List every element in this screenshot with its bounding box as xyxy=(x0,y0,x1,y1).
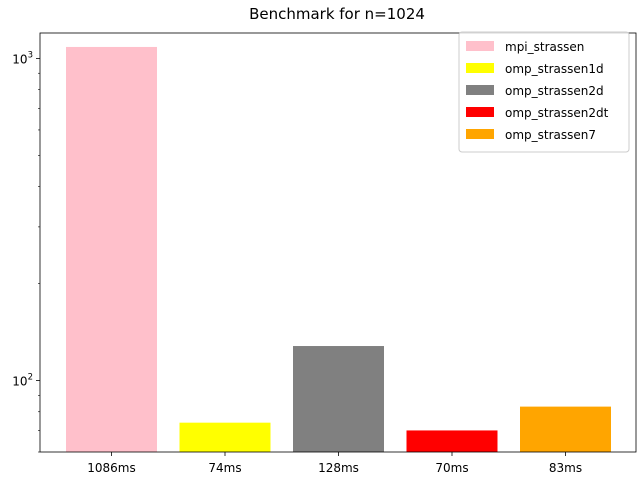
x-tick-label: 70ms xyxy=(435,461,468,475)
bar-omp_strassen2d xyxy=(293,346,384,452)
legend-label: omp_strassen7 xyxy=(505,128,596,142)
plot-frame xyxy=(39,32,637,453)
bars xyxy=(66,46,611,453)
legend-label: omp_strassen2dt xyxy=(505,106,609,120)
legend-swatch xyxy=(466,129,494,139)
bar-omp_strassen2dt xyxy=(406,430,498,452)
legend-swatch xyxy=(466,63,494,73)
y-axis: 102 103 xyxy=(12,51,40,453)
legend-swatch xyxy=(466,41,494,51)
x-tick-label: 1086ms xyxy=(87,461,135,475)
x-axis: 1086ms 74ms 128ms 70ms 83ms xyxy=(87,452,582,475)
y-tick-label: 102 xyxy=(12,373,33,389)
legend-box xyxy=(458,31,630,153)
x-tick-label: 74ms xyxy=(208,461,241,475)
x-tick-label: 83ms xyxy=(549,461,582,475)
bar-omp_strassen7 xyxy=(520,406,611,452)
legend-label: omp_strassen2d xyxy=(505,84,604,98)
legend-label: mpi_strassen xyxy=(505,40,584,54)
legend: mpi_strassen omp_strassen1d omp_strassen2d… xyxy=(458,31,630,153)
chart-title: Benchmark for n=1024 xyxy=(249,5,425,23)
bar-omp_strassen1d xyxy=(179,422,271,452)
legend-label: omp_strassen1d xyxy=(505,62,604,76)
legend-swatch xyxy=(466,107,494,117)
legend-swatch xyxy=(466,85,494,95)
bar-mpi_strassen xyxy=(66,46,157,453)
y-tick-label: 103 xyxy=(12,51,33,67)
x-tick-label: 128ms xyxy=(318,461,359,475)
